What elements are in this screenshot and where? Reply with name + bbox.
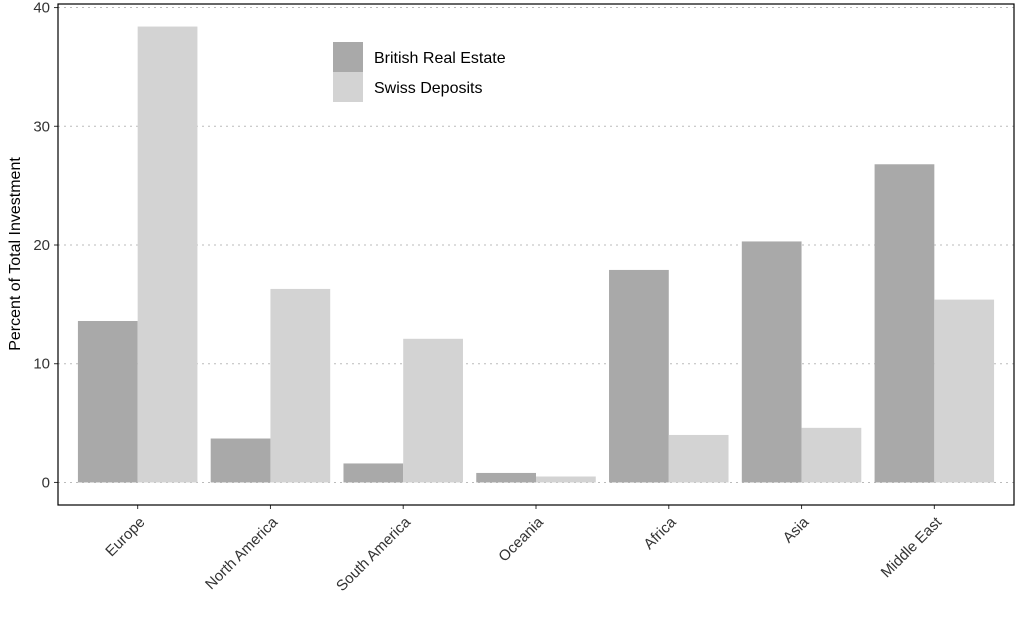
x-tick-label: Africa [640,513,680,553]
bar [536,476,596,483]
y-tick-label: 30 [33,118,50,135]
x-tick-label: Oceania [495,513,547,565]
x-tick-label: North America [202,513,282,593]
legend-key [333,42,363,72]
x-tick-label: Europe [102,514,148,560]
y-axis-title: Percent of Total Investment [7,157,24,351]
bar [476,472,536,483]
x-tick-label: Middle East [878,513,946,581]
bar [609,269,669,483]
bar [210,438,271,483]
bar [934,299,995,483]
bar [874,164,935,483]
x-tick-label: South America [333,513,414,594]
legend-key [333,72,363,102]
y-tick-label: 20 [33,237,50,254]
bar [741,241,802,483]
bar [137,26,198,483]
bar [77,320,138,483]
bar [403,338,463,483]
bar [270,288,331,483]
y-tick-label: 40 [33,0,50,17]
bar [801,427,862,483]
x-tick-label: Asia [780,513,813,546]
y-tick-label: 10 [33,356,50,373]
y-tick-label: 0 [42,474,50,491]
bar [668,434,729,483]
legend-label: British Real Estate [374,50,506,67]
plot-border [57,3,1015,506]
legend-label: Swiss Deposits [374,80,482,97]
bar [343,463,404,483]
